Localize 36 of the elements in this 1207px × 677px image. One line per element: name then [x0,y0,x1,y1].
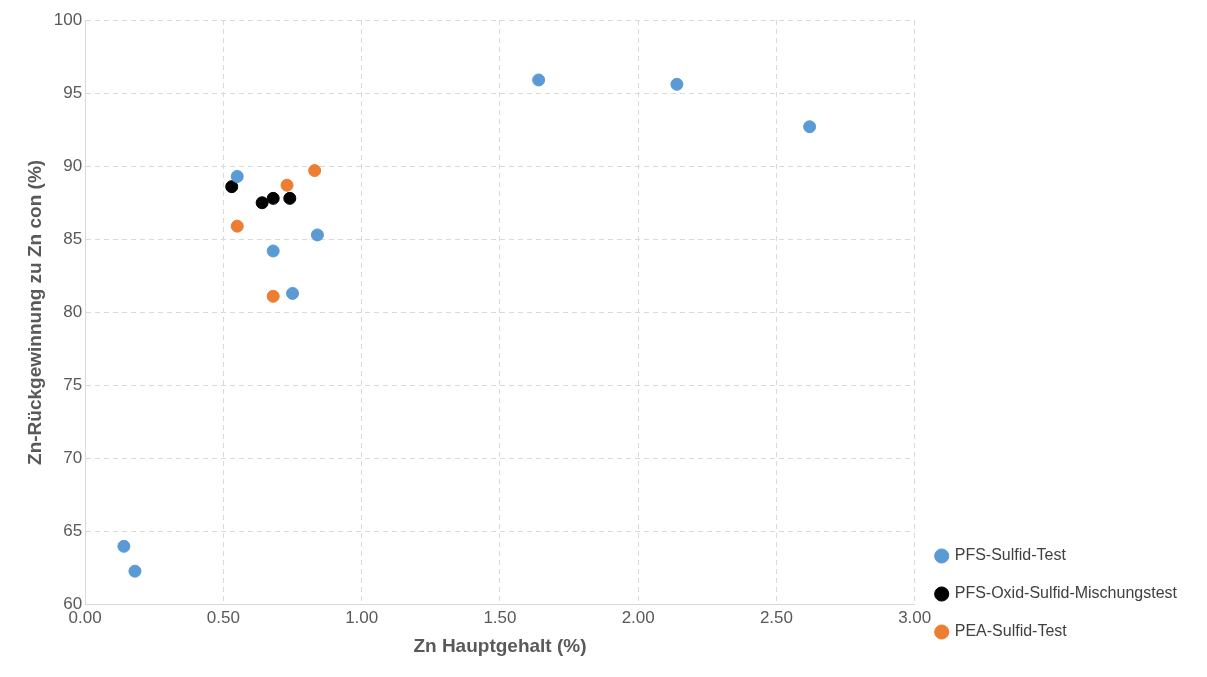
x-tick-label: 3.00 [898,607,932,627]
y-tick-label: 95 [63,82,83,102]
x-tick-label: 2.50 [759,607,793,627]
x-tick-label: 0.50 [206,607,240,627]
point [128,564,142,578]
legend-label: PEA-Sulfid-Test [954,622,1068,640]
x-tick-label: 2.00 [621,607,655,627]
point [803,120,817,134]
point [225,180,239,194]
y-tick-label: 65 [63,521,83,541]
legend-label: PFS-Sulfid-Test [954,546,1067,564]
y-tick-label: 75 [63,375,83,395]
point [670,77,684,91]
legend-label: PFS-Oxid-Sulfid-Mischungstest [954,584,1178,602]
point [308,164,322,178]
point [255,196,269,210]
x-tick-label: 1.00 [345,607,379,627]
point [280,178,294,192]
x-axis-title: Zn Hauptgehalt (%) [413,634,587,656]
point [532,73,546,87]
y-tick-label: 85 [63,228,83,248]
x-tick-label: 1.50 [483,607,517,627]
point [283,191,297,205]
y-tick-label: 70 [63,448,83,468]
point [266,289,280,303]
y-axis-title: Zn-Rückgewinnung zu Zn con (%) [23,159,45,465]
point [286,286,300,300]
point [266,244,280,258]
y-tick-label: 90 [63,155,83,175]
point [310,228,324,242]
point [117,539,131,553]
point [230,169,244,183]
point [266,191,280,205]
y-tick-label: 80 [63,302,83,322]
y-tick-label: 100 [53,9,83,29]
point [230,219,244,233]
